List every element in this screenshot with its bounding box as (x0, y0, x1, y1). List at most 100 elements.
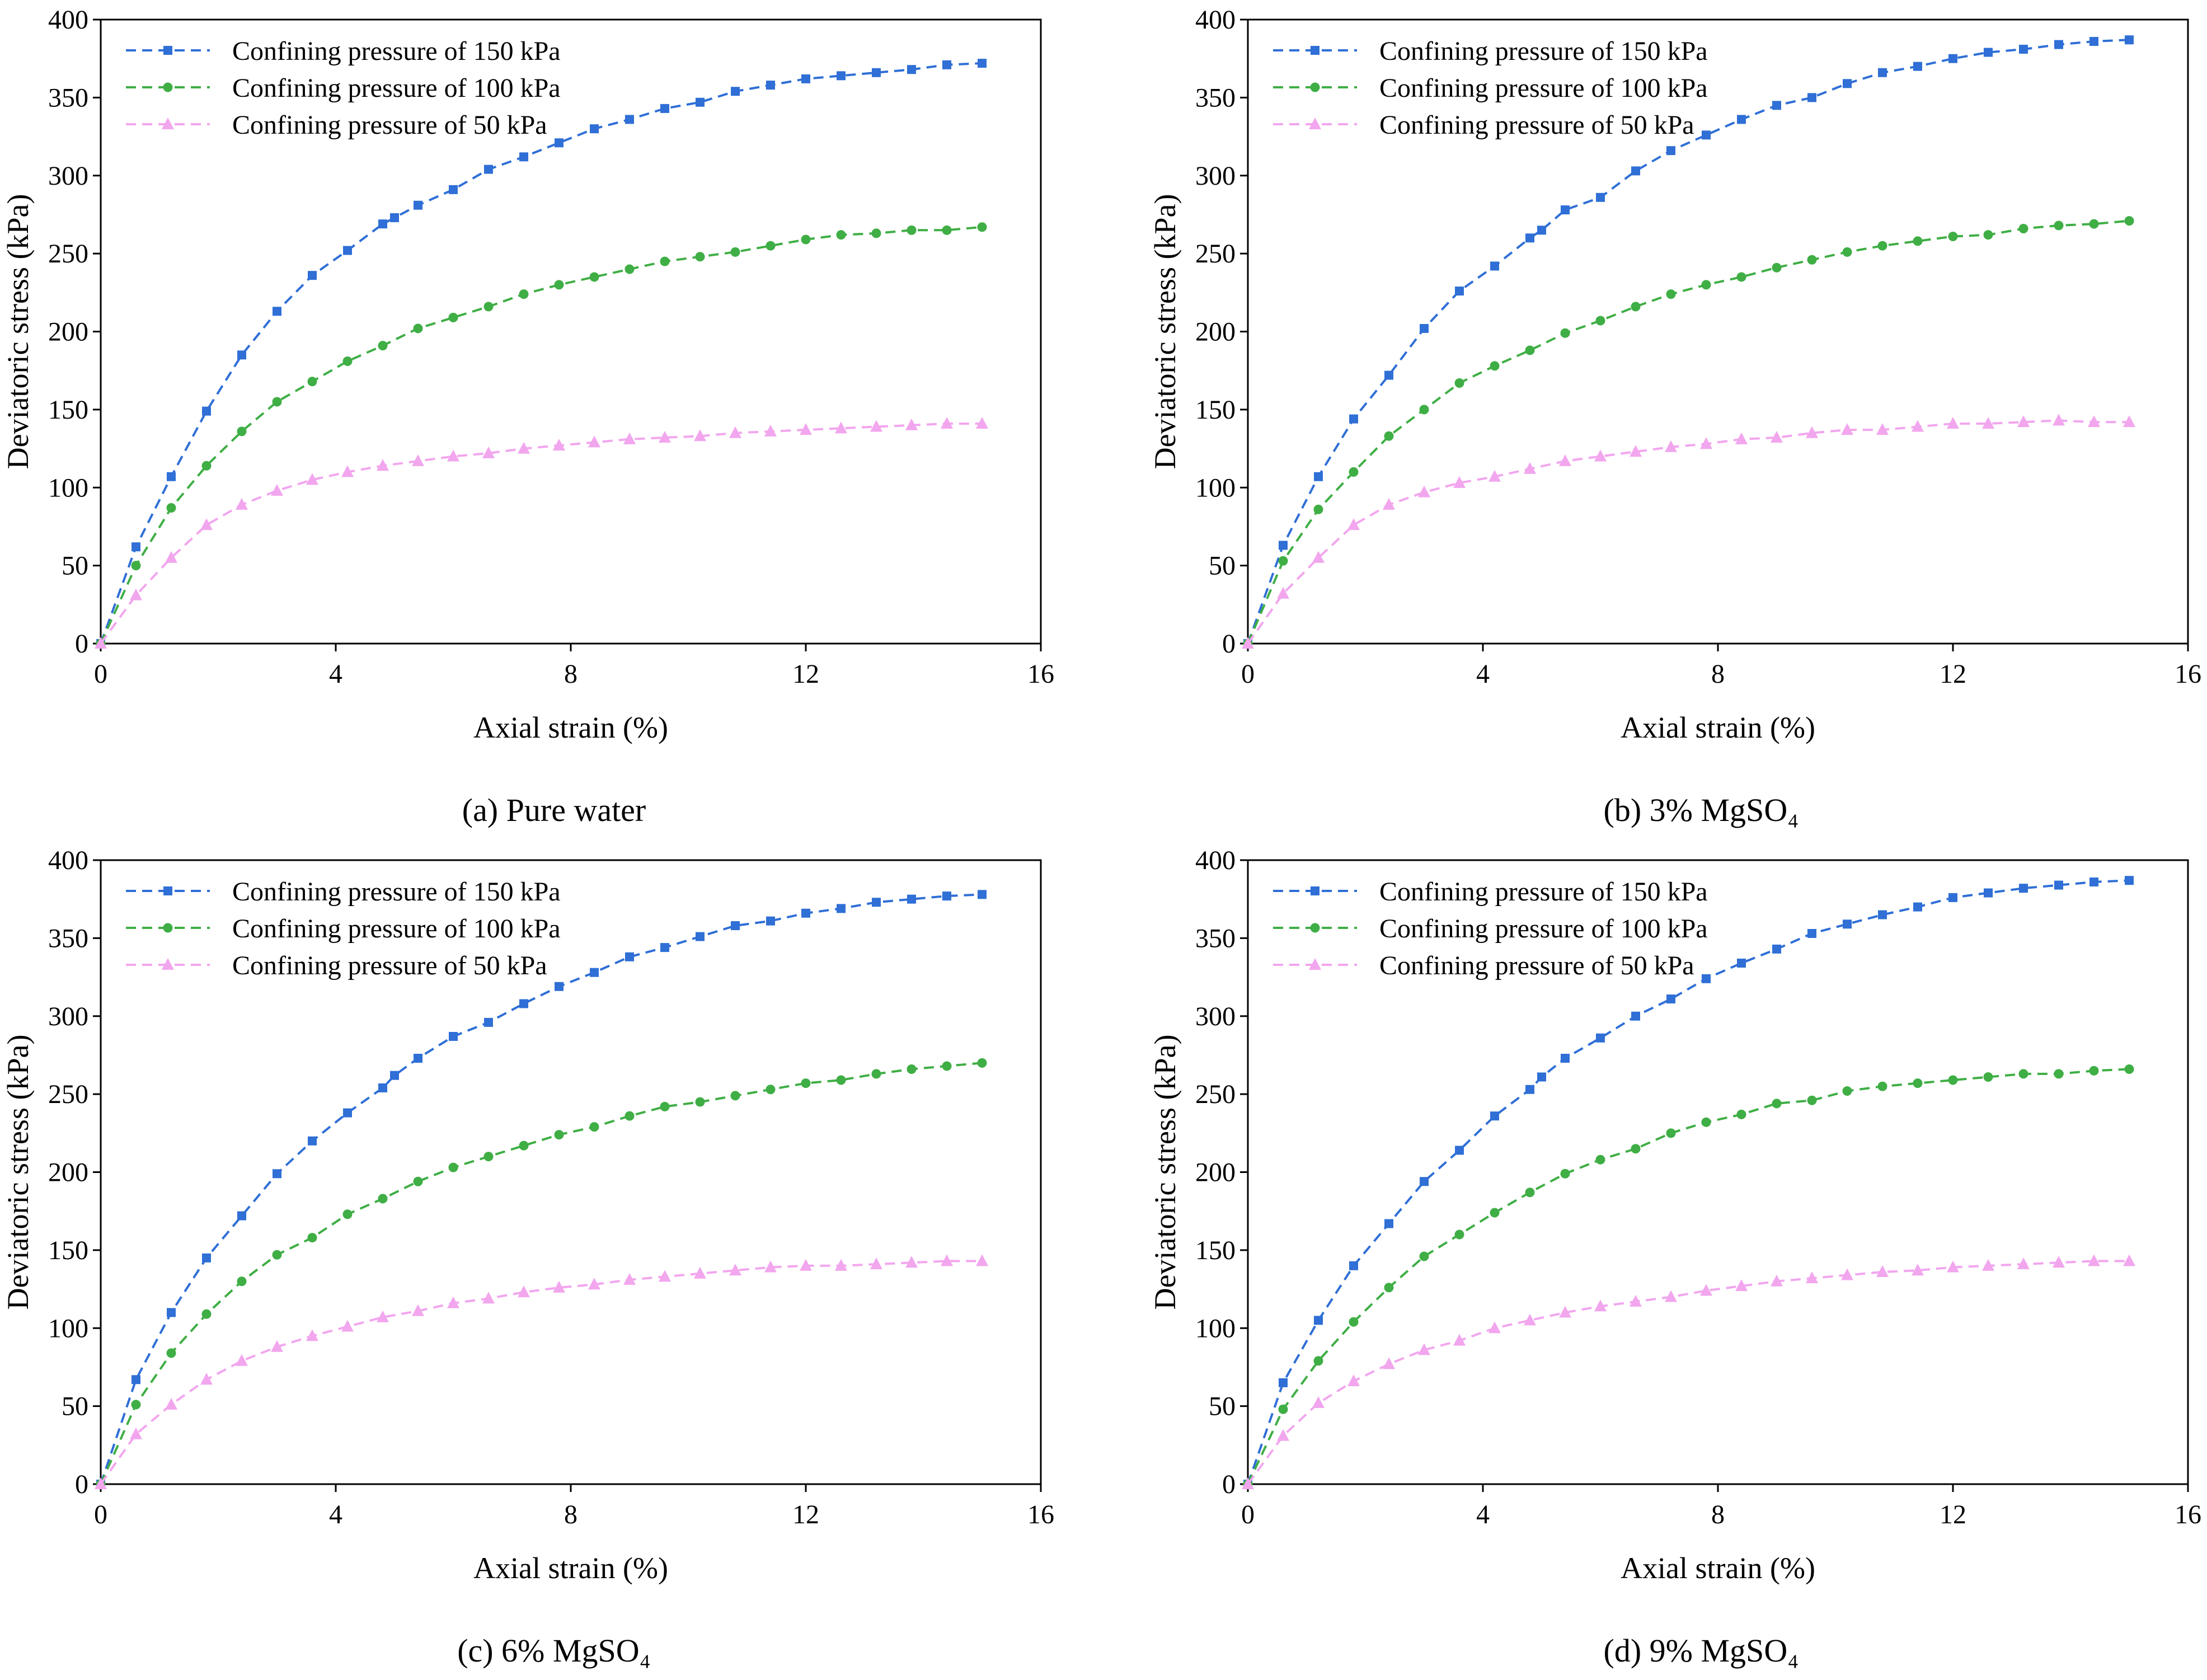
legend-marker (1309, 958, 1321, 970)
data-point (1384, 1219, 1393, 1228)
data-point (414, 1054, 422, 1063)
data-point (625, 115, 634, 124)
data-point (1735, 1279, 1748, 1291)
data-point (801, 234, 811, 245)
data-point (1418, 1343, 1430, 1355)
data-point (1912, 420, 1924, 432)
chart-panel-3: 0 4 8 12 16 0 50 100 150 200 250 300 350 400 Axial str… (1, 846, 1054, 1669)
data-point (695, 1097, 705, 1107)
data-point (907, 1064, 917, 1074)
y-tick-label: 350 (1195, 923, 1236, 953)
panel-caption: (a) Pure water (462, 792, 646, 828)
data-point (555, 138, 564, 148)
data-point (201, 461, 212, 471)
data-point (942, 60, 951, 69)
data-point (766, 81, 775, 90)
data-point (660, 1101, 670, 1111)
data-point (518, 442, 530, 454)
data-point (449, 185, 458, 194)
data-point (343, 1108, 352, 1118)
y-tick-label: 100 (1195, 1313, 1236, 1343)
data-point (2017, 1257, 2030, 1269)
data-point (482, 446, 495, 458)
data-point (1806, 1271, 1818, 1284)
y-tick-label: 300 (48, 161, 88, 191)
data-point (1771, 1274, 1783, 1287)
data-point (2124, 216, 2134, 226)
data-point (1807, 93, 1816, 102)
y-tick-label: 0 (75, 1470, 88, 1499)
series-line (1247, 419, 2129, 645)
data-point (519, 152, 528, 162)
legend-label: Confining pressure of 150 kPa (1379, 877, 1708, 907)
x-axis-title: Axial strain (%) (473, 1551, 668, 1585)
y-tick-label: 200 (1195, 317, 1236, 347)
data-point (236, 498, 248, 510)
data-point (766, 241, 776, 251)
legend-label: Confining pressure of 100 kPa (1379, 914, 1708, 944)
x-tick-label: 4 (1476, 659, 1490, 689)
data-point (237, 1277, 247, 1287)
data-point (483, 302, 494, 312)
y-axis-title: Deviatoric stress (kPa) (1148, 194, 1182, 470)
data-point (1948, 231, 1958, 241)
data-point (2017, 415, 2030, 428)
x-axis-title: Axial strain (%) (473, 711, 668, 744)
data-point (131, 1400, 141, 1410)
legend-label: Confining pressure of 100 kPa (1379, 73, 1708, 103)
series-confining-pressure-of-150-kpa (1243, 35, 2134, 648)
y-tick-label: 400 (48, 5, 88, 35)
x-tick-label: 0 (1241, 1500, 1255, 1529)
series-confining-pressure-of-150-kpa (96, 890, 987, 1489)
data-point (1455, 287, 1464, 296)
legend-label: Confining pressure of 150 kPa (1379, 36, 1708, 66)
data-point (1347, 1374, 1360, 1387)
data-point (694, 1266, 706, 1279)
data-point (660, 256, 670, 266)
data-point (1807, 255, 1817, 265)
data-point (1561, 205, 1570, 215)
data-point (166, 503, 176, 513)
data-point (1384, 431, 1394, 441)
data-point (378, 1083, 387, 1092)
data-point (447, 449, 459, 462)
x-tick-label: 8 (1711, 659, 1725, 689)
data-point (905, 1256, 918, 1268)
data-point (519, 289, 529, 299)
legend-label: Confining pressure of 150 kPa (232, 877, 561, 907)
data-point (1737, 958, 1746, 968)
x-tick-label: 4 (329, 659, 342, 689)
data-point (1984, 888, 1993, 898)
data-point (871, 228, 881, 238)
y-tick-label: 250 (1195, 1080, 1236, 1109)
data-point (1806, 426, 1818, 438)
data-point (1420, 1177, 1429, 1186)
legend-marker (163, 923, 173, 933)
x-tick-label: 12 (1940, 1500, 1966, 1529)
data-point (764, 1260, 777, 1273)
data-point (167, 1308, 176, 1317)
x-tick-label: 12 (1940, 659, 1966, 689)
data-point (95, 637, 107, 649)
data-point (273, 307, 281, 316)
chart-panel-4: 0 4 8 12 16 0 50 100 150 200 250 300 350 400 Axial str… (1148, 846, 2201, 1669)
data-point (1702, 130, 1711, 140)
data-point (1524, 1313, 1536, 1326)
data-point (1947, 416, 1959, 429)
data-point (1982, 416, 1994, 429)
data-point (165, 1397, 177, 1410)
y-axis-title: Deviatoric stress (kPa) (1, 1035, 35, 1310)
y-tick-label: 350 (1195, 83, 1236, 112)
data-point (588, 1278, 600, 1290)
y-tick-label: 250 (48, 239, 88, 269)
data-point (976, 1254, 988, 1266)
data-point (870, 420, 882, 432)
y-tick-label: 200 (1195, 1158, 1236, 1188)
data-point (341, 1320, 354, 1332)
legend-label: Confining pressure of 50 kPa (1379, 951, 1694, 980)
data-point (272, 397, 282, 407)
data-point (1843, 919, 1852, 929)
data-point (1596, 1033, 1605, 1043)
data-point (342, 1209, 353, 1219)
data-point (764, 424, 777, 437)
